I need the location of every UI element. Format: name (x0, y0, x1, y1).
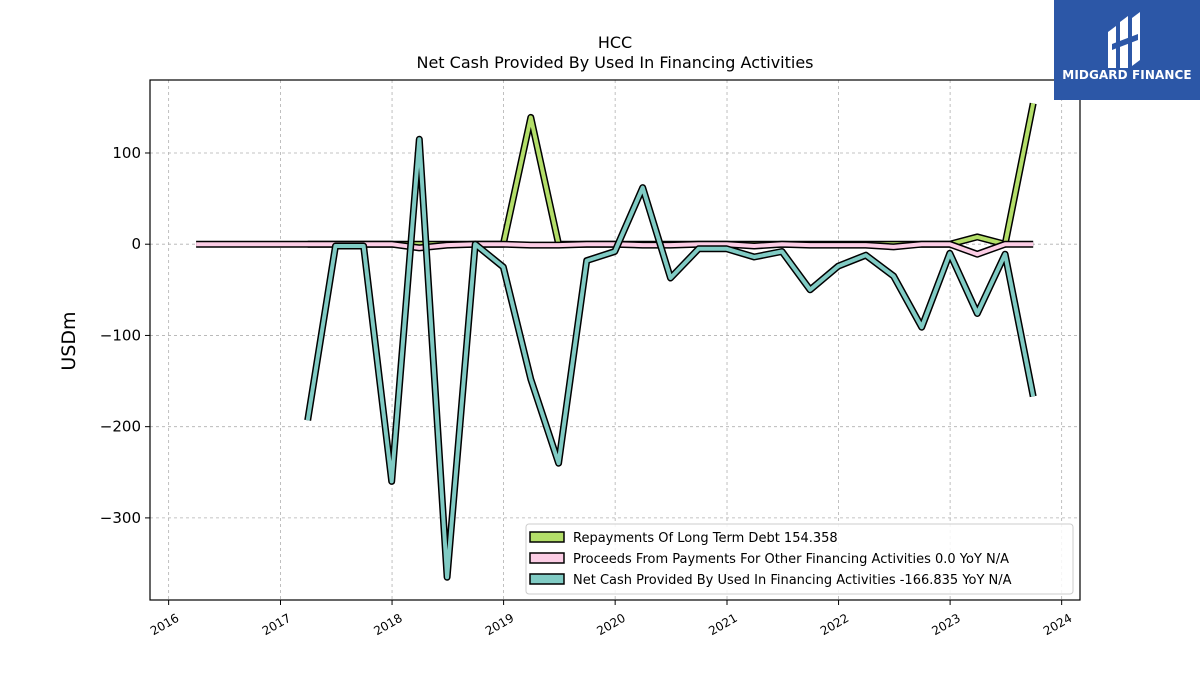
data-point (864, 254, 867, 257)
data-point (306, 243, 309, 246)
x-tick-label: 2023 (929, 611, 962, 638)
data-point (585, 259, 588, 262)
data-point (529, 244, 532, 247)
data-point (976, 312, 979, 315)
legend-label: Proceeds From Payments For Other Financi… (573, 552, 1009, 567)
data-point (837, 265, 840, 268)
data-point (390, 480, 393, 483)
data-point (222, 243, 225, 246)
data-point (251, 243, 254, 246)
legend-label: Repayments Of Long Term Debt 154.358 (573, 531, 838, 546)
data-point (669, 276, 672, 279)
x-tick-label: 2018 (371, 611, 404, 638)
data-point (1004, 253, 1007, 256)
data-point (948, 243, 951, 246)
y-tick-label: −100 (100, 326, 141, 344)
data-point (418, 246, 421, 249)
data-point (1004, 243, 1007, 246)
data-point (529, 116, 532, 119)
x-tick-label: 2017 (260, 611, 293, 638)
legend-swatch (529, 573, 565, 585)
data-point (279, 243, 282, 246)
data-point (502, 265, 505, 268)
data-point (613, 250, 616, 253)
data-point (837, 244, 840, 247)
data-point (446, 576, 449, 579)
data-point (697, 247, 700, 250)
data-point (306, 419, 309, 422)
data-point (1032, 395, 1035, 398)
data-point (334, 244, 337, 247)
series-3 (304, 135, 1037, 581)
legend-label: Net Cash Provided By Used In Financing A… (573, 573, 1012, 588)
data-point (1032, 243, 1035, 246)
x-tick-label: 2021 (706, 611, 739, 638)
y-tick-label: −300 (100, 509, 141, 527)
data-point (446, 244, 449, 247)
data-point (725, 247, 728, 250)
data-point (809, 288, 812, 291)
data-point (864, 244, 867, 247)
legend: Repayments Of Long Term Debt 154.358 Proc… (525, 523, 1074, 595)
data-point (585, 243, 588, 246)
x-tick-label: 2016 (148, 611, 181, 638)
data-point (474, 243, 477, 246)
data-point (920, 326, 923, 329)
y-tick-label: −200 (100, 418, 141, 436)
data-point (195, 243, 198, 246)
midgard-finance-logo: MIDGARD FINANCE (1054, 0, 1200, 100)
series-line-outline (304, 135, 1037, 581)
data-point (641, 244, 644, 247)
logo-text: MIDGARD FINANCE (1062, 68, 1192, 82)
legend-swatch (529, 531, 565, 543)
data-point (809, 244, 812, 247)
chart-subtitle: Net Cash Provided By Used In Financing A… (416, 53, 813, 72)
midgard-logo-mark-icon (1108, 12, 1140, 68)
y-axis-label: USDm (58, 311, 80, 370)
data-point (976, 253, 979, 256)
data-point (753, 255, 756, 258)
series-line (305, 137, 1036, 580)
data-point (948, 252, 951, 255)
data-point (780, 250, 783, 253)
data-point (418, 138, 421, 141)
data-point (557, 462, 560, 465)
data-point (529, 378, 532, 381)
series-lines (195, 102, 1037, 581)
legend-swatch (529, 552, 565, 564)
grid (150, 80, 1080, 600)
data-point (502, 243, 505, 246)
data-point (1032, 102, 1035, 105)
data-point (362, 244, 365, 247)
data-point (753, 244, 756, 247)
legend-box (525, 523, 1074, 595)
x-tick-label: 2020 (594, 611, 627, 638)
data-point (557, 244, 560, 247)
data-point (780, 243, 783, 246)
y-tick-label: 0 (131, 235, 141, 253)
data-point (976, 235, 979, 238)
data-point (920, 243, 923, 246)
data-point (669, 244, 672, 247)
data-point (892, 275, 895, 278)
x-tick-label: 2024 (1041, 611, 1074, 638)
y-tick-label: 100 (112, 144, 141, 162)
x-tick-label: 2019 (483, 611, 516, 638)
data-point (390, 243, 393, 246)
data-point (641, 186, 644, 189)
x-tick-label: 2022 (818, 611, 851, 638)
chart-title: HCC (598, 33, 632, 52)
data-point (892, 245, 895, 248)
